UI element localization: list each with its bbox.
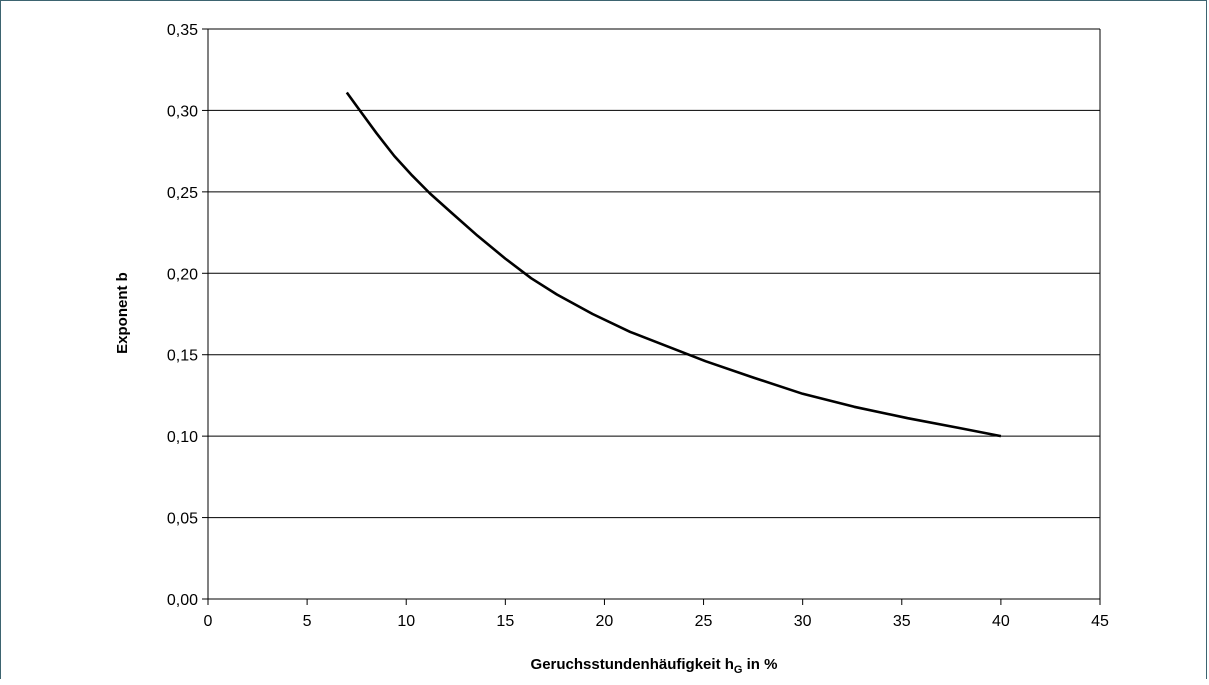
x-axis-title-tail: in % <box>742 656 777 673</box>
y-tick-label: 0,25 <box>167 185 198 202</box>
x-tick-label: 5 <box>303 613 312 630</box>
x-tick-label: 40 <box>992 613 1010 630</box>
y-tick-label: 0,10 <box>167 429 198 446</box>
y-tick-label: 0,20 <box>167 266 198 283</box>
gridlines <box>208 28 1100 519</box>
y-axis-title: Exponent b <box>114 272 131 354</box>
series-line <box>345 91 1002 438</box>
y-tick-label: 0,05 <box>167 511 198 528</box>
x-axis-title-main: Geruchsstundenhäufigkeit h <box>531 656 734 673</box>
x-tick-label: 35 <box>893 613 911 630</box>
x-tick-label: 15 <box>496 613 514 630</box>
x-tick-label: 45 <box>1091 613 1109 630</box>
x-axis-title: Geruchsstundenhäufigkeit hG in % <box>531 656 778 676</box>
x-axis-title-subscript: G <box>734 664 743 676</box>
x-tick-label: 20 <box>596 613 614 630</box>
y-tick-label: 0,30 <box>167 103 198 120</box>
series-layer <box>345 91 1002 438</box>
y-tick-label: 0,15 <box>167 348 198 365</box>
x-tick-label: 0 <box>204 613 213 630</box>
x-tick-label: 10 <box>397 613 415 630</box>
x-tick-label: 25 <box>695 613 713 630</box>
x-tick-label: 30 <box>794 613 812 630</box>
tick-labels: 0,00 0,05 0,10 0,15 0,20 0,25 0,30 0,35 0 5 10 15 20… <box>167 22 1109 630</box>
axes <box>202 28 1101 605</box>
y-tick-label: 0,00 <box>167 592 198 609</box>
y-tick-label: 0,35 <box>167 22 198 39</box>
